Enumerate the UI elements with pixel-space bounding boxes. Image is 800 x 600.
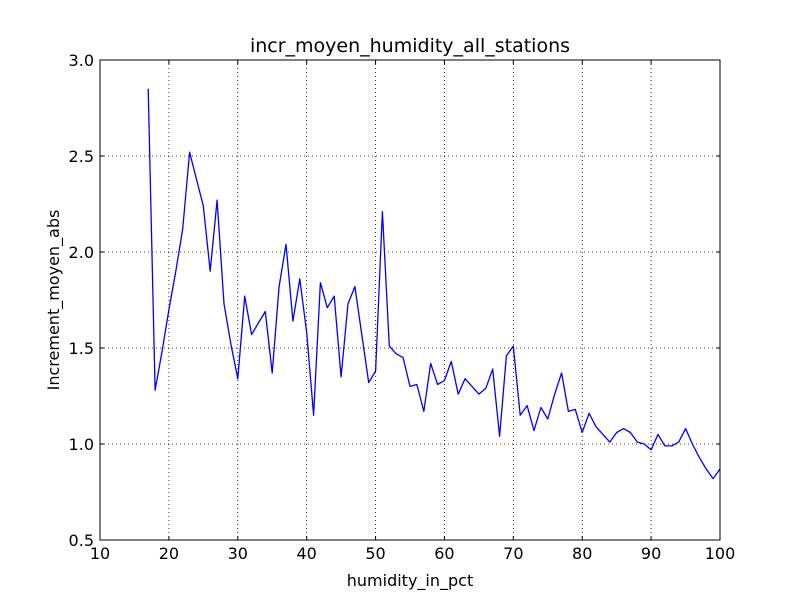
x-axis-label: humidity_in_pct — [347, 571, 473, 591]
y-tick-label: 0.5 — [69, 531, 94, 550]
y-tick-label: 1.5 — [69, 339, 94, 358]
x-tick-label: 90 — [641, 544, 661, 563]
y-tick-label: 1.0 — [69, 435, 94, 454]
x-tick-label: 40 — [296, 544, 316, 563]
x-tick-label: 20 — [159, 544, 179, 563]
x-tick-label: 70 — [503, 544, 523, 563]
plot-area-frame — [99, 59, 721, 541]
x-tick-label: 80 — [572, 544, 592, 563]
x-tick-label: 30 — [228, 544, 248, 563]
x-tick-label: 100 — [705, 544, 736, 563]
grid — [100, 60, 720, 540]
series-line — [147, 88, 721, 480]
ticks: 10 20 30 40 50 60 70 80 90 100 0.5 1.0 1.5 2.0 2.5 3.0 — [69, 51, 736, 563]
x-tick-label: 10 — [90, 544, 110, 563]
y-tick-label: 2.0 — [69, 243, 94, 262]
y-tick-label: 3.0 — [69, 51, 94, 70]
x-tick-label: 50 — [365, 544, 385, 563]
y-tick-label: 2.5 — [69, 147, 94, 166]
y-axis-label: Increment_moyen_abs — [44, 210, 64, 391]
x-tick-label: 60 — [434, 544, 454, 563]
chart-title: incr_moyen_humidity_all_stations — [250, 35, 570, 57]
series-layer — [147, 88, 721, 480]
